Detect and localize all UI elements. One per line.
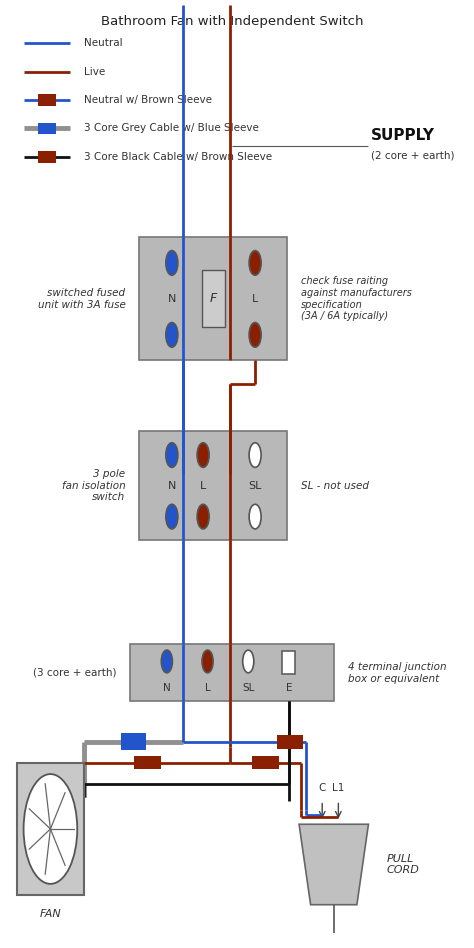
- FancyBboxPatch shape: [17, 763, 84, 895]
- Text: (2 core + earth): (2 core + earth): [371, 151, 454, 161]
- FancyBboxPatch shape: [38, 95, 56, 106]
- Text: SL: SL: [242, 683, 255, 693]
- FancyBboxPatch shape: [38, 123, 56, 135]
- Text: PULL
CORD: PULL CORD: [387, 854, 420, 875]
- FancyBboxPatch shape: [277, 736, 302, 749]
- Text: Neutral w/ Brown Sleeve: Neutral w/ Brown Sleeve: [84, 95, 212, 105]
- Text: N: N: [163, 683, 171, 693]
- Circle shape: [243, 650, 254, 673]
- FancyBboxPatch shape: [130, 645, 334, 702]
- Text: SUPPLY: SUPPLY: [371, 128, 435, 142]
- FancyBboxPatch shape: [139, 237, 288, 360]
- Circle shape: [161, 650, 173, 673]
- Circle shape: [166, 504, 178, 529]
- Circle shape: [202, 650, 213, 673]
- Text: E: E: [286, 683, 292, 693]
- FancyBboxPatch shape: [283, 651, 294, 674]
- Circle shape: [166, 443, 178, 467]
- Text: Live: Live: [84, 66, 105, 77]
- FancyBboxPatch shape: [121, 734, 146, 751]
- Circle shape: [249, 322, 261, 347]
- Text: FAN: FAN: [39, 909, 61, 920]
- Text: Neutral: Neutral: [84, 38, 123, 48]
- Circle shape: [24, 775, 77, 884]
- FancyBboxPatch shape: [134, 757, 162, 770]
- Circle shape: [197, 443, 209, 467]
- Circle shape: [166, 250, 178, 275]
- FancyBboxPatch shape: [38, 151, 56, 162]
- Text: 3 Core Grey Cable w/ Blue Sleeve: 3 Core Grey Cable w/ Blue Sleeve: [84, 123, 259, 134]
- FancyBboxPatch shape: [202, 270, 225, 327]
- Text: N: N: [168, 294, 176, 304]
- Text: L: L: [200, 481, 206, 491]
- Polygon shape: [299, 824, 368, 904]
- Circle shape: [197, 504, 209, 529]
- Text: 3 pole
fan isolation
switch: 3 pole fan isolation switch: [62, 469, 126, 502]
- Text: (3 core + earth): (3 core + earth): [33, 667, 116, 678]
- Circle shape: [249, 443, 261, 467]
- Text: 3 Core Black Cable w/ Brown Sleeve: 3 Core Black Cable w/ Brown Sleeve: [84, 152, 272, 162]
- Text: Bathroom Fan with Independent Switch: Bathroom Fan with Independent Switch: [101, 15, 363, 27]
- Text: L: L: [205, 683, 210, 693]
- FancyBboxPatch shape: [252, 757, 279, 770]
- Circle shape: [249, 504, 261, 529]
- Text: switched fused
unit with 3A fuse: switched fused unit with 3A fuse: [38, 288, 126, 310]
- Text: 4 terminal junction
box or equivalent: 4 terminal junction box or equivalent: [347, 662, 446, 684]
- Text: C: C: [319, 783, 326, 793]
- Text: L: L: [252, 294, 258, 304]
- Text: SL - not used: SL - not used: [301, 481, 369, 491]
- Text: F: F: [210, 292, 217, 305]
- FancyBboxPatch shape: [139, 431, 288, 540]
- Circle shape: [249, 250, 261, 275]
- Text: check fuse raiting
against manufacturers
specification
(3A / 6A typically): check fuse raiting against manufacturers…: [301, 277, 412, 321]
- Text: SL: SL: [248, 481, 262, 491]
- Circle shape: [166, 322, 178, 347]
- Text: L1: L1: [332, 783, 345, 793]
- Text: N: N: [168, 481, 176, 491]
